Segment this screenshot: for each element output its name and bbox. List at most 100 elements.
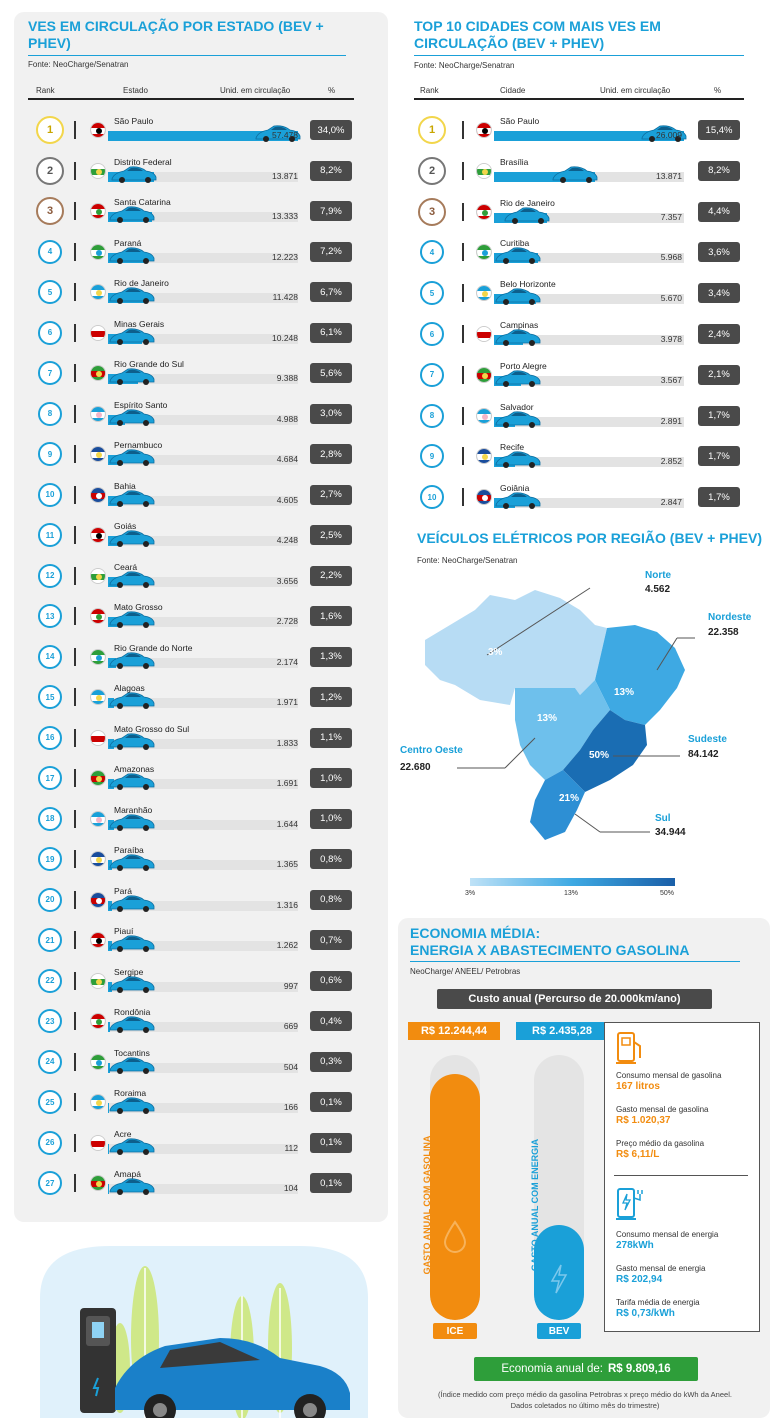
- row-name: Espírito Santo: [114, 399, 168, 410]
- row-value: 2.728: [276, 616, 298, 626]
- car-icon: [108, 367, 156, 385]
- row-pct: 3,6%: [698, 242, 740, 263]
- row-value: 2.847: [660, 497, 682, 508]
- row-value: 1.644: [276, 818, 298, 829]
- row-name: Ceará: [114, 561, 138, 572]
- rank-badge: 18: [38, 806, 62, 831]
- info-label: Consumo mensal de energia: [616, 1230, 719, 1239]
- row-name: Bahia: [114, 480, 136, 491]
- savings-label: Economia anual de:: [501, 1363, 603, 1375]
- row-pct: 6,1%: [310, 322, 352, 343]
- gas-pump-icon: [616, 1032, 641, 1064]
- row-bar: [108, 981, 298, 992]
- ice-fill: [430, 1073, 480, 1320]
- table-row: 24 Tocantins 504 0,3%: [38, 1048, 358, 1076]
- charger-icon: [616, 1188, 643, 1220]
- info-label: Tarifa média de energia: [616, 1298, 700, 1307]
- row-value: 1.365: [276, 859, 298, 869]
- flag-icon: [476, 162, 492, 179]
- car-icon: [108, 813, 156, 831]
- car-icon: [108, 853, 156, 871]
- bev-tag: BEV: [537, 1323, 581, 1339]
- row-name: Rio de Janeiro: [114, 278, 169, 288]
- flag-icon: [90, 810, 106, 827]
- row-value: 3.567: [660, 374, 682, 385]
- row-name: Amapá: [114, 1169, 141, 1179]
- savings-banner: Economia anual de: R$ 9.809,16: [474, 1357, 698, 1381]
- table-row: 26 Acre 112 0,1%: [38, 1129, 358, 1157]
- region-centro-oeste-name: Centro Oeste: [400, 745, 463, 756]
- row-name: Paraná: [114, 237, 142, 248]
- ice-vertical-label: GASTO ANUAL COM GASOLINA: [422, 1135, 432, 1275]
- flag-icon: [476, 407, 492, 424]
- row-name: Campinas: [500, 320, 539, 330]
- row-pct: 0,3%: [310, 1051, 352, 1072]
- economy-title-2: ENERGIA x ABASTECIMENTO GASOLINA: [410, 942, 690, 958]
- row-value: 13.871: [656, 170, 682, 181]
- flag-icon: [90, 203, 106, 219]
- info-value: R$ 202,94: [616, 1274, 663, 1285]
- car-icon: [494, 246, 542, 265]
- row-pct: 2,5%: [310, 525, 352, 545]
- row-pct: 2,1%: [698, 364, 740, 385]
- scale-min: 3%: [465, 890, 476, 897]
- rank-badge: 23: [38, 1009, 62, 1033]
- region-sudeste: [563, 710, 647, 792]
- table-row: 17 Amazonas 1.691 1,0%: [38, 764, 358, 792]
- row-pct: 34,0%: [310, 120, 352, 140]
- row-name: Alagoas: [114, 683, 145, 693]
- row-name: Pernambuco: [114, 440, 163, 450]
- table-row: 7 Rio Grande do Sul 9.388 5,6%: [38, 359, 358, 387]
- row-name: Minas Gerais: [114, 318, 165, 329]
- table-row: 4 Paraná 12.223 7,2%: [38, 238, 358, 266]
- row-bar-fill: [108, 1103, 109, 1113]
- row-pct: 1,0%: [310, 808, 352, 829]
- cities-header-pct: %: [714, 86, 722, 95]
- info-label: Gasto mensal de energia: [616, 1264, 706, 1273]
- flag-icon: [476, 326, 492, 342]
- rank-badge: 15: [38, 685, 62, 709]
- row-pct: 2,4%: [698, 324, 740, 344]
- rank-badge: 8: [38, 401, 62, 426]
- row-value: 12.223: [272, 251, 298, 262]
- row-value: 26.009: [656, 130, 682, 140]
- table-row: 6 Campinas 3.978 2,4%: [420, 320, 750, 348]
- car-icon: [108, 975, 156, 993]
- table-row: 3 Santa Catarina 13.333 7,9%: [36, 197, 358, 225]
- row-value: 1.971: [276, 697, 298, 707]
- info-value: R$ 1.020,37: [616, 1115, 671, 1126]
- rank-badge: 2: [418, 156, 446, 185]
- row-value: 112: [284, 1142, 298, 1153]
- regions-title: VEÍCULOS ELÉTRICOS POR REGIÃO (BEV + PHE…: [417, 530, 762, 546]
- states-title: VEs EM CIRCULAÇÃO POR ESTADO (BEV + PHEV…: [28, 18, 324, 51]
- table-row: 11 Goiás 4.248 2,5%: [38, 521, 358, 549]
- row-bar: [108, 1103, 298, 1113]
- flag-icon: [90, 1134, 106, 1151]
- car-icon: [551, 165, 599, 183]
- economy-title-1: ECONOMIA MÉDIA:: [410, 925, 541, 941]
- row-bar-fill: [494, 171, 595, 182]
- row-pct: 8,2%: [698, 160, 740, 181]
- row-name: Distrito Federal: [114, 156, 172, 167]
- cities-header-rank: Rank: [420, 86, 439, 95]
- region-sul-value: 34.944: [655, 827, 686, 838]
- car-icon: [640, 124, 688, 142]
- flag-icon: [476, 489, 492, 506]
- scale-mid: 13%: [564, 890, 579, 897]
- row-bar-fill: [108, 900, 112, 911]
- flag-icon: [90, 324, 106, 341]
- car-icon: [108, 286, 156, 304]
- row-name: Goiânia: [500, 483, 530, 494]
- row-name: Maranhão: [114, 804, 153, 815]
- info-label: Preço médio da gasolina: [616, 1139, 705, 1148]
- flag-icon: [476, 285, 492, 302]
- table-row: 15 Alagoas 1.971 1,2%: [38, 683, 358, 711]
- row-value: 1.691: [276, 778, 298, 788]
- flag-icon: [90, 1053, 106, 1070]
- row-pct: 1,0%: [310, 768, 352, 788]
- region-norte-name: Norte: [645, 570, 672, 581]
- region-nordeste-value: 22.358: [708, 627, 739, 638]
- car-icon: [494, 410, 542, 428]
- rank-badge: 16: [38, 725, 62, 750]
- rank-badge: 13: [38, 604, 62, 628]
